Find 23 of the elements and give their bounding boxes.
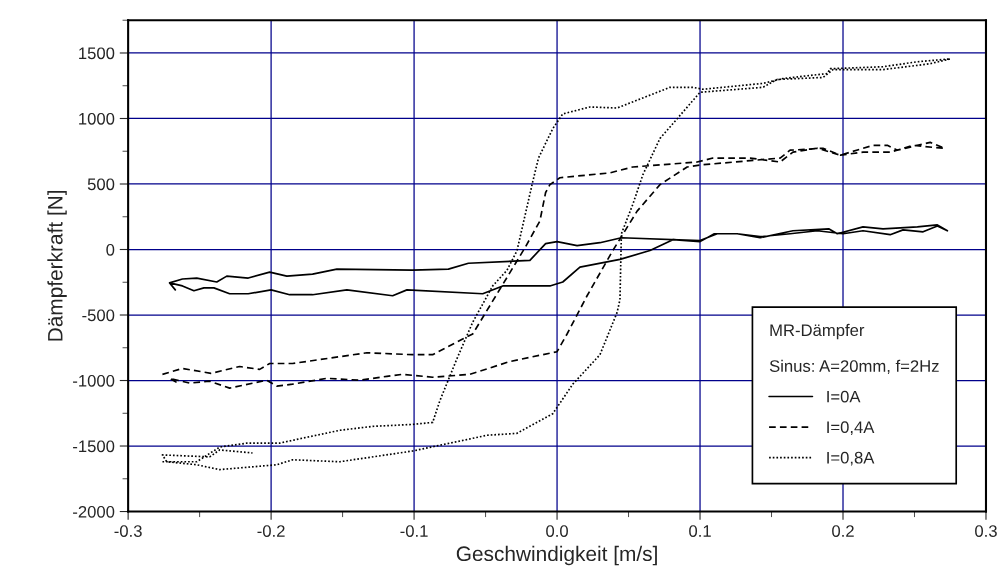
x-tick-label: 0.1 [689,525,711,537]
x-tick-label: -0.1 [400,525,428,537]
line-series [161,58,952,471]
y-tick-label: 0 [106,243,115,256]
x-tick-label: -0.2 [257,525,285,537]
y-tick-label: -1000 [73,374,115,387]
y-tick-label: 500 [87,178,115,191]
legend-label: I=0,8A [827,451,875,466]
legend-label: I=0,4A [827,421,875,436]
legend-title: MR-Dämpfer [770,323,865,340]
y-tick-label: -1500 [73,440,115,453]
y-tick-label: 1500 [79,47,115,60]
y-tick-label: -500 [82,309,115,322]
x-tick-label: 0.2 [832,525,854,537]
y-tick-label: 1000 [79,112,115,125]
annotation: Sinus: A=20mm, f=2Hz [769,359,939,374]
y-tick-label: -2000 [73,505,115,518]
x-tick-label: -0.3 [114,525,142,537]
x-axis-title: Geschwindigkeit [m/s] [456,545,657,566]
x-tick-label: 0.3 [975,525,997,537]
x-tick-label: 0.0 [546,525,568,537]
y-axis-title: Dämpferkraft [N] [47,190,67,341]
legend-label: I=0A [827,390,861,403]
